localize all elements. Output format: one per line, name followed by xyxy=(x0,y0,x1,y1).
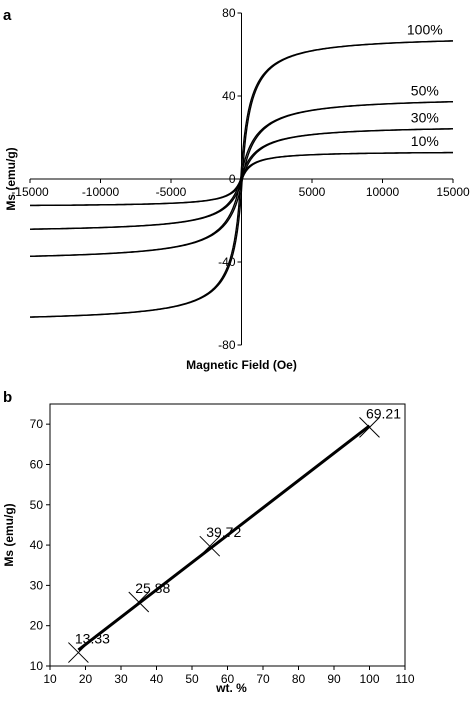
panel-b-scatter-chart: b 10 20 30 40 50 60 70 80 90 100 110 10 20 30 40 50 60 70… xyxy=(2,389,415,695)
panel-b-y-tick-label: 30 xyxy=(30,578,44,592)
x-marker-stroke xyxy=(199,535,221,557)
panel-b-label: b xyxy=(3,389,12,406)
panel-a-x-tick-label: 15000 xyxy=(436,185,470,199)
panel-b-x-tick-label: 70 xyxy=(256,672,270,686)
panel-b-y-tick-label: 10 xyxy=(30,659,44,673)
panel-b-x-tick-label: 30 xyxy=(114,672,128,686)
panel-b-x-tick-label: 100 xyxy=(359,672,379,686)
series-label-100: 100% xyxy=(407,22,443,38)
panel-a-hysteresis-chart: a -15000 -10000 -5000 5000 10000 15000 -80 -40 0… xyxy=(3,6,470,372)
panel-b-x-tick-label: 20 xyxy=(79,672,93,686)
panel-b-x-axis-title: wt. % xyxy=(215,681,247,695)
data-label-13-33: 13.33 xyxy=(75,631,110,647)
data-point-25-88: 25.88 xyxy=(128,580,170,613)
series-label-50: 50% xyxy=(411,82,439,98)
panel-a-x-axis-title: Magnetic Field (Oe) xyxy=(186,358,297,372)
panel-b-y-tick-label: 20 xyxy=(30,619,44,633)
panel-a-x-tick-label: 5000 xyxy=(299,185,326,199)
data-label-25-88: 25.88 xyxy=(135,580,170,596)
x-marker-stroke xyxy=(128,591,150,613)
panel-a-x-tick-label: 10000 xyxy=(366,185,400,199)
panel-a-series-labels: 100% 50% 30% 10% xyxy=(407,22,443,149)
data-point-39-72: 39.72 xyxy=(199,524,241,557)
panel-b-y-tick-label: 60 xyxy=(30,457,44,471)
panel-a-y-tick-label: -80 xyxy=(218,338,236,352)
panel-a-y-axis-title: Ms (emu/g) xyxy=(4,147,18,210)
panel-b-y-axis-title: Ms (emu/g) xyxy=(2,503,16,566)
panel-a-y-tick-label: -40 xyxy=(218,255,236,269)
panel-a-x-tick-label: -5000 xyxy=(156,185,187,199)
panel-b-x-tick-label: 50 xyxy=(185,672,199,686)
panel-b-x-tick-label: 40 xyxy=(150,672,164,686)
panel-b-x-tick-label: 10 xyxy=(43,672,57,686)
data-label-69-21: 69.21 xyxy=(366,405,401,421)
panel-a-y-tick-label: 40 xyxy=(222,89,236,103)
data-point-69-21: 69.21 xyxy=(359,405,401,438)
panel-b-points: 13.33 25.88 39.72 69.21 xyxy=(68,405,401,663)
panel-a-y-tick-label: 80 xyxy=(222,6,236,20)
data-point-13-33: 13.33 xyxy=(68,631,110,663)
data-label-39-72: 39.72 xyxy=(206,524,241,540)
panel-b-trendline-group xyxy=(77,424,371,652)
panel-b-trendline xyxy=(77,424,371,652)
x-marker-stroke xyxy=(359,416,380,438)
panel-a-x-tick-label: -15000 xyxy=(11,185,49,199)
panel-b-y-tick-label: 40 xyxy=(30,538,44,552)
series-label-30: 30% xyxy=(411,109,439,125)
panel-b-x-tick-label: 110 xyxy=(395,672,414,686)
panel-b-y-tick-label: 70 xyxy=(30,417,44,431)
panel-b-x-tick-label: 90 xyxy=(327,672,341,686)
panel-b-axes: 10 20 30 40 50 60 70 80 90 100 110 10 20 30 40 50 60 70 xyxy=(30,417,415,686)
panel-a-y-tick-label: 0 xyxy=(229,172,236,186)
panel-a-x-tick-label: -10000 xyxy=(82,185,120,199)
panel-a-label: a xyxy=(3,7,12,24)
x-marker-stroke xyxy=(68,642,89,663)
panel-b-x-tick-label: 60 xyxy=(221,672,235,686)
panel-b-y-tick-label: 50 xyxy=(30,498,44,512)
panel-a-axes: -15000 -10000 -5000 5000 10000 15000 -80 -40 0 40… xyxy=(11,6,470,352)
series-label-10: 10% xyxy=(411,133,439,149)
panel-b-x-tick-label: 80 xyxy=(292,672,306,686)
